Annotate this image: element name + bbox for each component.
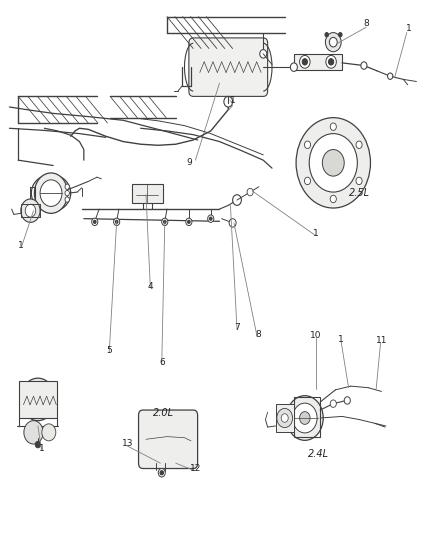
Circle shape	[21, 199, 40, 222]
Text: 7: 7	[233, 322, 239, 332]
Circle shape	[299, 411, 309, 424]
Circle shape	[20, 378, 55, 421]
Text: 8: 8	[254, 330, 260, 339]
Circle shape	[304, 177, 310, 184]
Text: 1: 1	[405, 24, 410, 33]
Circle shape	[92, 218, 98, 225]
Circle shape	[338, 33, 341, 37]
Circle shape	[93, 220, 96, 223]
Circle shape	[281, 414, 288, 422]
Text: 5: 5	[106, 346, 112, 355]
Circle shape	[286, 395, 322, 440]
Circle shape	[325, 33, 340, 52]
Circle shape	[324, 33, 328, 37]
Text: 1: 1	[312, 229, 318, 238]
Circle shape	[25, 204, 35, 217]
Text: 1: 1	[338, 335, 343, 344]
Circle shape	[223, 96, 232, 107]
Circle shape	[24, 421, 43, 444]
Circle shape	[40, 180, 62, 206]
Circle shape	[299, 55, 309, 68]
Text: 1: 1	[18, 241, 23, 250]
Polygon shape	[293, 54, 341, 70]
Circle shape	[161, 218, 167, 225]
Circle shape	[65, 190, 69, 196]
Circle shape	[276, 408, 292, 427]
Circle shape	[113, 218, 120, 225]
Circle shape	[232, 195, 241, 205]
Circle shape	[65, 197, 69, 202]
Circle shape	[329, 195, 336, 203]
Circle shape	[35, 441, 40, 448]
Text: 6: 6	[159, 358, 165, 367]
Polygon shape	[19, 381, 57, 418]
Circle shape	[308, 134, 357, 192]
Circle shape	[301, 59, 307, 65]
Text: 1: 1	[229, 96, 235, 105]
Circle shape	[65, 184, 69, 189]
Circle shape	[355, 141, 361, 149]
FancyBboxPatch shape	[188, 38, 267, 96]
Text: 2.0L: 2.0L	[153, 408, 174, 418]
Circle shape	[343, 397, 350, 404]
Text: 13: 13	[122, 439, 133, 448]
FancyBboxPatch shape	[138, 410, 197, 469]
Circle shape	[355, 177, 361, 184]
Circle shape	[247, 188, 253, 196]
Circle shape	[163, 220, 166, 223]
Text: 8: 8	[362, 19, 368, 28]
Circle shape	[292, 403, 316, 433]
Circle shape	[290, 63, 297, 71]
Circle shape	[295, 118, 370, 208]
Polygon shape	[132, 184, 162, 203]
Text: 10: 10	[309, 331, 321, 340]
Circle shape	[115, 220, 118, 223]
Circle shape	[159, 471, 163, 475]
Circle shape	[229, 219, 236, 227]
Text: 2.4L: 2.4L	[307, 449, 328, 458]
Circle shape	[360, 62, 366, 69]
Circle shape	[187, 220, 190, 223]
Text: 4: 4	[147, 282, 153, 291]
Text: 9: 9	[187, 158, 192, 167]
Circle shape	[329, 400, 336, 407]
Text: 2.5L: 2.5L	[348, 188, 369, 198]
Text: 11: 11	[375, 336, 386, 345]
Polygon shape	[275, 403, 293, 432]
Circle shape	[328, 37, 336, 47]
Circle shape	[26, 385, 49, 413]
Circle shape	[328, 59, 333, 65]
Circle shape	[304, 141, 310, 149]
Circle shape	[34, 173, 67, 213]
Circle shape	[387, 73, 392, 79]
Circle shape	[325, 55, 336, 68]
Circle shape	[42, 424, 56, 441]
Circle shape	[185, 218, 191, 225]
Text: 12: 12	[189, 464, 201, 473]
Circle shape	[158, 469, 165, 477]
Circle shape	[209, 217, 212, 220]
Text: 1: 1	[39, 444, 44, 453]
Circle shape	[259, 50, 266, 58]
Circle shape	[329, 123, 336, 131]
Circle shape	[321, 150, 343, 176]
Circle shape	[207, 215, 213, 222]
